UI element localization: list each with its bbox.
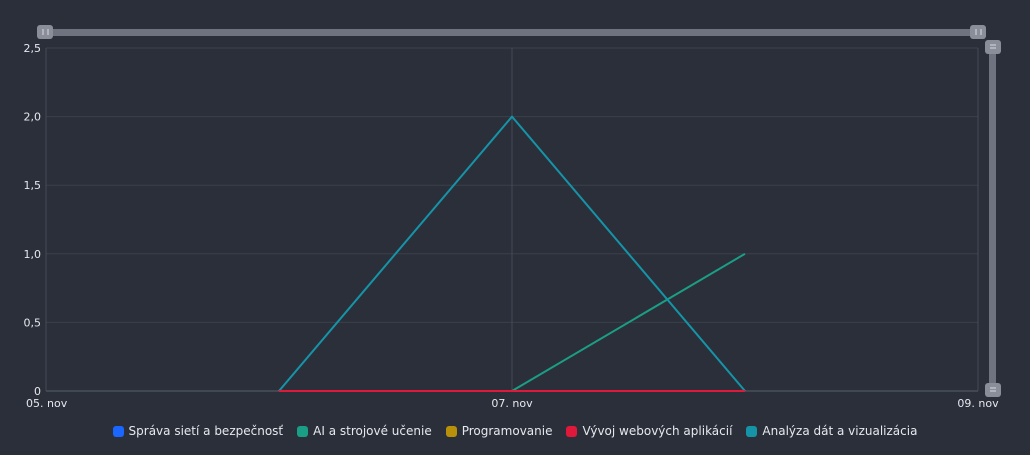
y-tick-label: 0,5 <box>24 316 42 329</box>
series-line <box>511 252 746 392</box>
vertical-zoom-handle-top <box>985 40 1001 54</box>
legend-swatch <box>297 425 309 437</box>
vertical-zoom-track <box>989 48 996 391</box>
legend-swatch <box>445 425 457 437</box>
legend-label: AI a strojové učenie <box>313 424 432 438</box>
y-tick-label: 2,5 <box>24 42 42 55</box>
x-tick-label: 09. nov <box>957 397 999 410</box>
legend-item-programovanie[interactable]: Programovanie <box>445 424 553 438</box>
horizontal-zoom-track <box>45 29 978 36</box>
x-tick-label: 07. nov <box>491 397 533 410</box>
legend-label: Analýza dát a vizualizácia <box>762 424 918 438</box>
legend-item-analyza-dat[interactable]: Analýza dát a vizualizácia <box>746 424 917 438</box>
legend-swatch <box>746 425 758 437</box>
x-tick-label: 05. nov <box>26 397 68 410</box>
legend-swatch <box>566 425 578 437</box>
y-tick-label: 1,0 <box>24 248 42 261</box>
legend-swatch <box>112 425 124 437</box>
horizontal-zoom-handle-left <box>37 25 53 39</box>
vertical-zoom-handle-bottom <box>985 383 1001 397</box>
y-tick-label: 2,0 <box>24 111 42 124</box>
series-line <box>278 115 746 392</box>
legend-label: Programovanie <box>461 424 553 438</box>
legend-label: Správa sietí a bezpečnosť <box>128 424 284 438</box>
legend-item-ai-strojove-ucenie[interactable]: AI a strojové učenie <box>297 424 432 438</box>
legend-item-vyvoj-webovych-aplikacii[interactable]: Vývoj webových aplikácií <box>566 424 732 438</box>
y-tick-label: 1,5 <box>24 179 42 192</box>
legend-label: Vývoj webových aplikácií <box>582 424 733 438</box>
horizontal-zoom-handle-right <box>970 25 986 39</box>
y-tick-label: 0 <box>34 385 41 398</box>
legend-item-sprava-sieti[interactable]: Správa sietí a bezpečnosť <box>112 424 284 438</box>
legend: Správa sietí a bezpečnosť AI a strojové … <box>0 424 1030 438</box>
